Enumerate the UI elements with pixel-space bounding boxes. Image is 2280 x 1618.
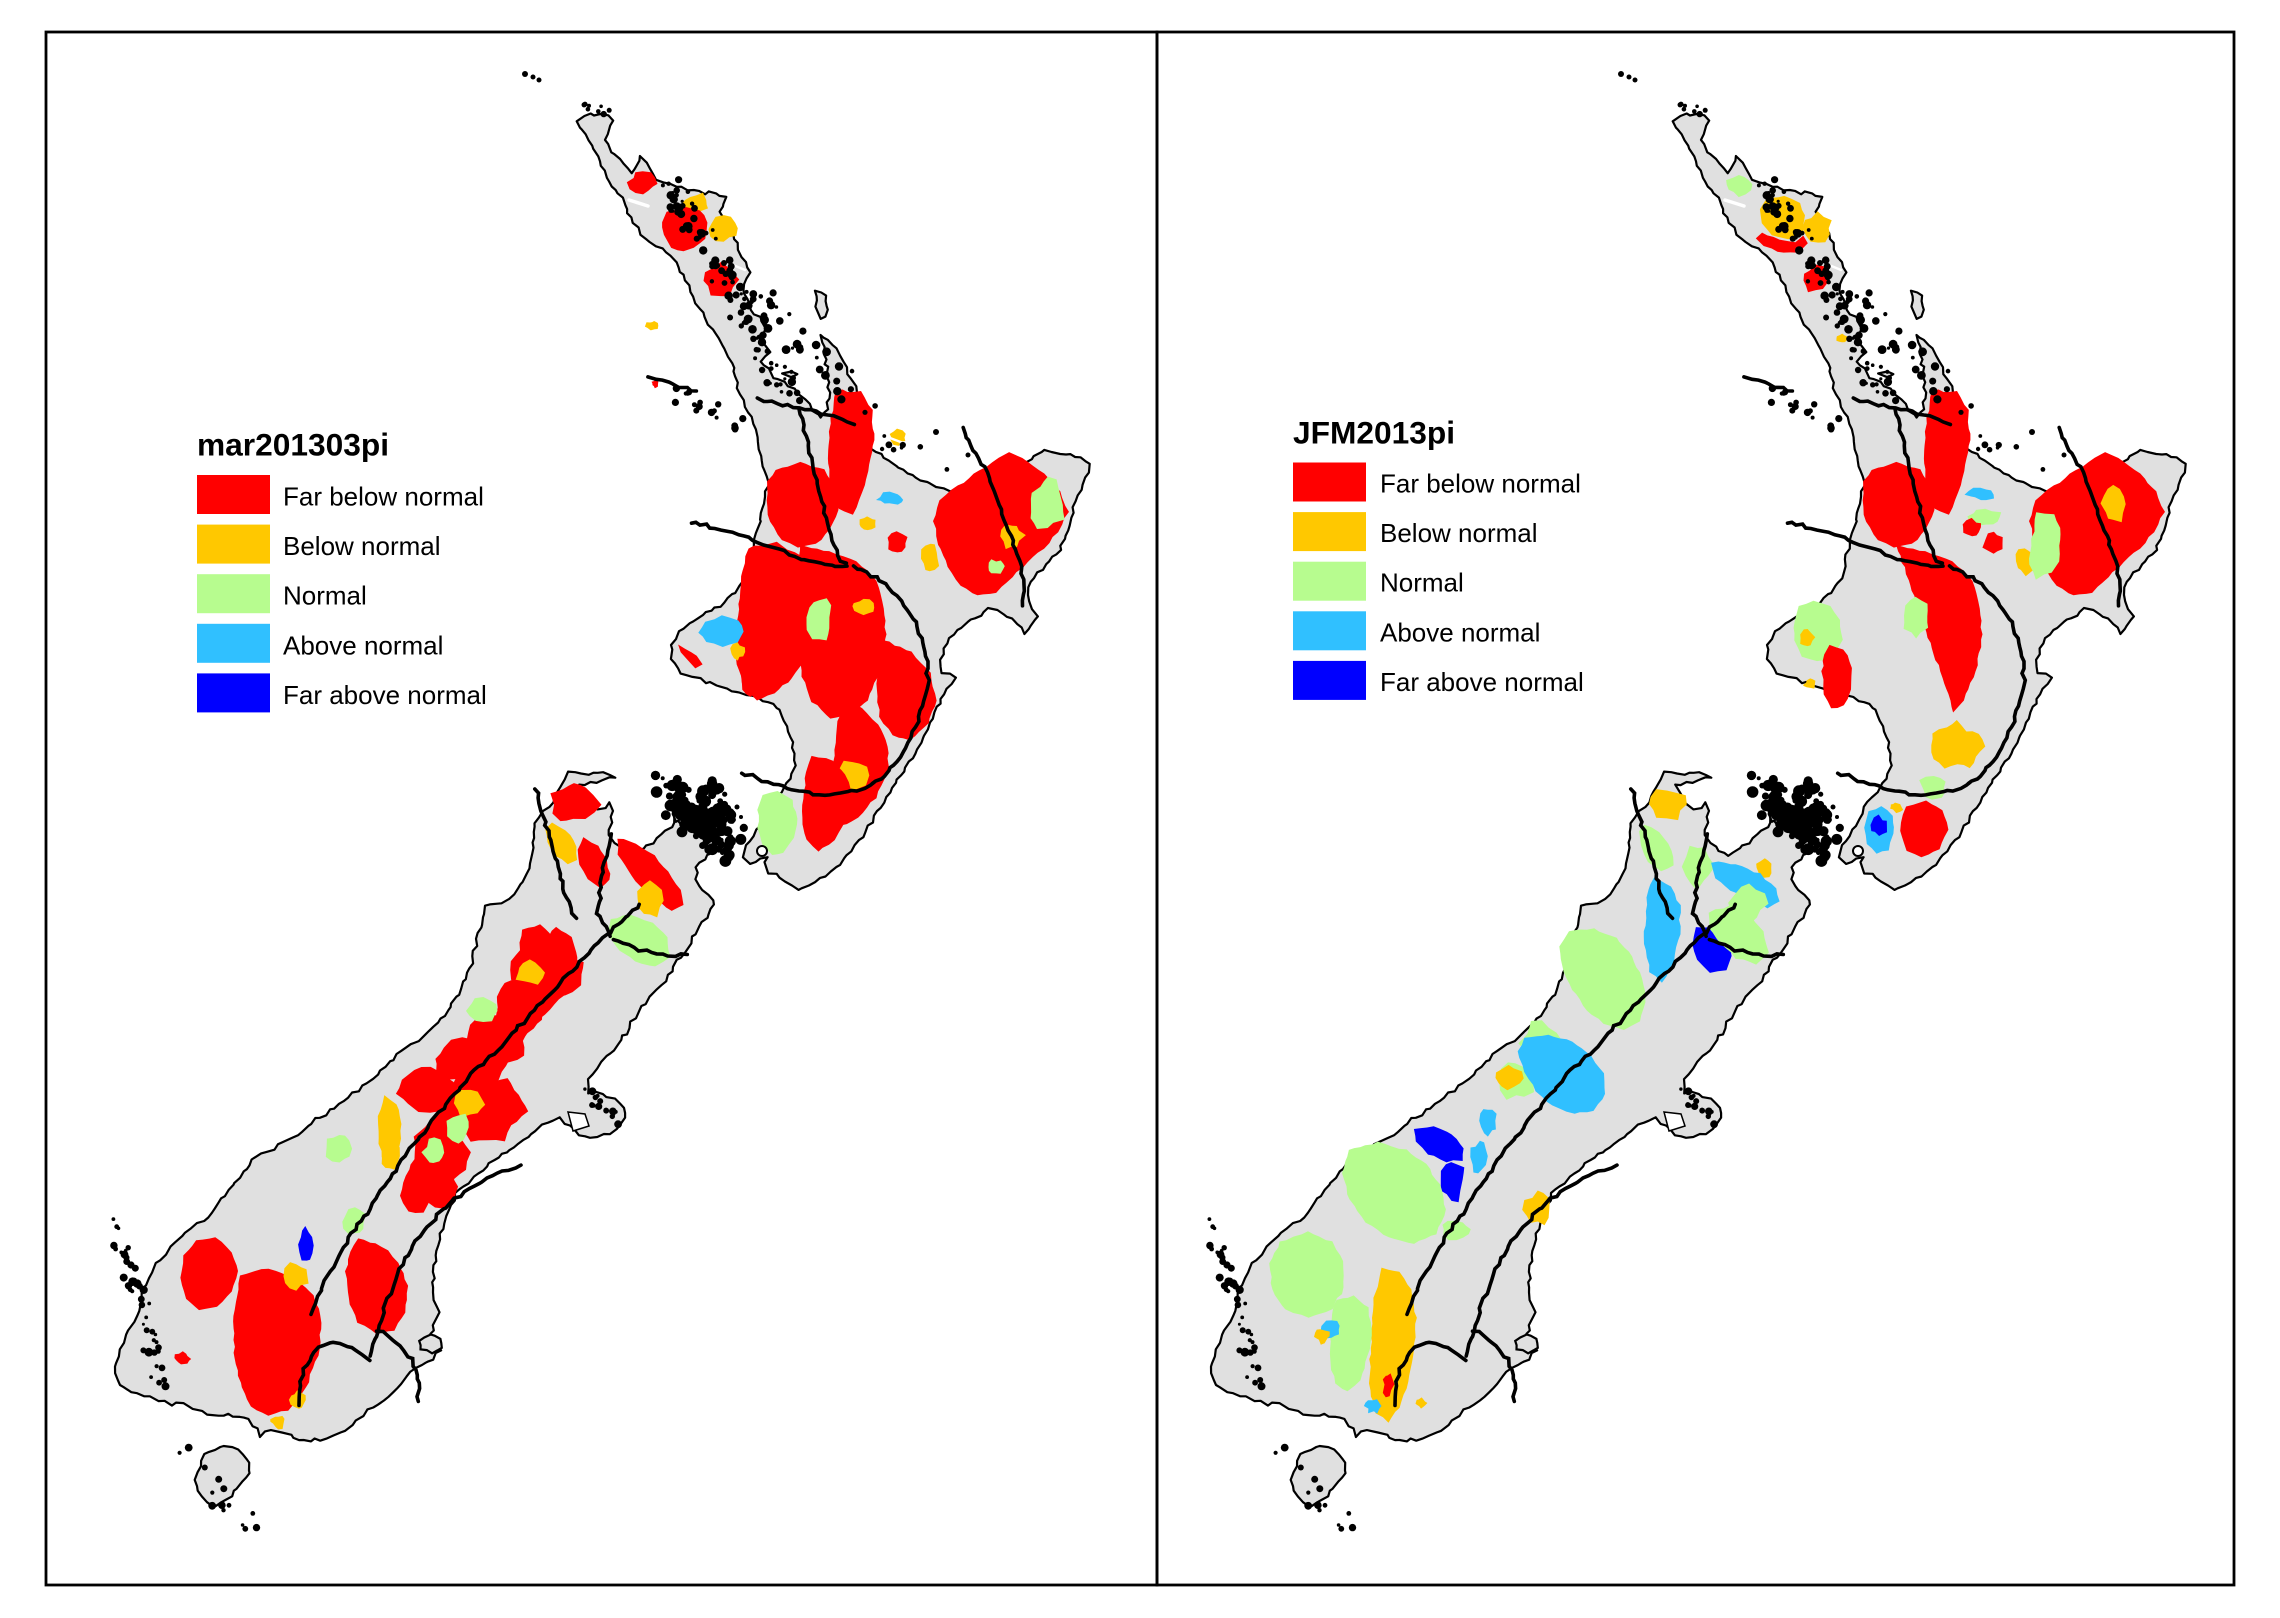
- svg-text:mar201303pi: mar201303pi: [197, 427, 389, 463]
- svg-text:Far below normal: Far below normal: [283, 482, 484, 512]
- svg-text:Below normal: Below normal: [283, 531, 441, 561]
- svg-text:Normal: Normal: [283, 581, 367, 611]
- svg-text:Above normal: Above normal: [283, 630, 443, 660]
- svg-text:Normal: Normal: [1380, 568, 1464, 598]
- svg-text:Far above normal: Far above normal: [1380, 667, 1584, 697]
- svg-text:JFM2013pi: JFM2013pi: [1293, 415, 1455, 451]
- svg-text:Below normal: Below normal: [1380, 518, 1538, 548]
- svg-text:Far above normal: Far above normal: [283, 680, 487, 710]
- svg-text:Above normal: Above normal: [1380, 617, 1540, 647]
- svg-text:Far below normal: Far below normal: [1380, 469, 1581, 499]
